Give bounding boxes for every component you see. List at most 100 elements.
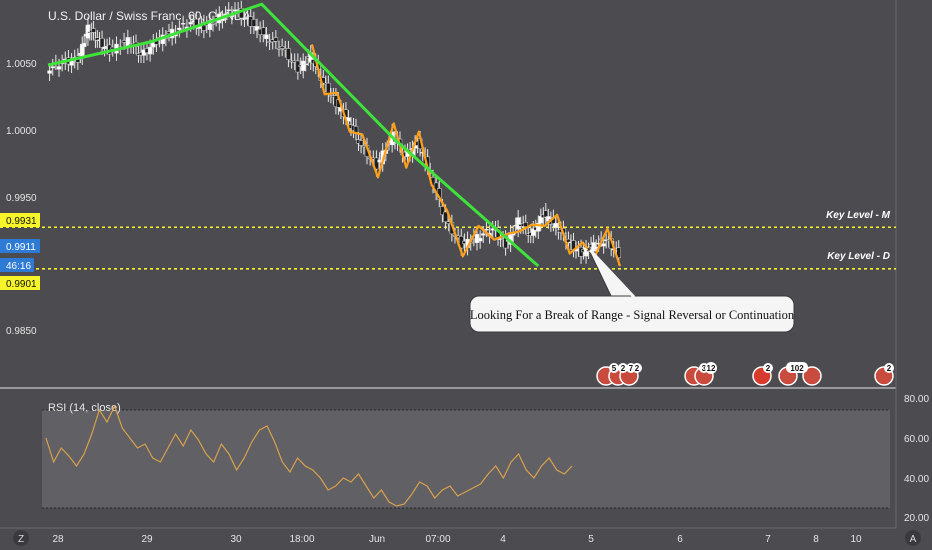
event-badge-2: 2 [621, 364, 626, 373]
candle-body [484, 228, 489, 231]
candle-body [264, 34, 269, 40]
rsi-tick-40: 40.00 [904, 474, 929, 485]
candle-body [56, 66, 62, 70]
candle-body [102, 46, 107, 50]
candle-body [553, 222, 559, 229]
current-price-tag [0, 239, 40, 253]
time-tick-28: 28 [52, 534, 64, 545]
candle-body [261, 27, 266, 35]
event-flag-us-2[interactable]: 3 12 [684, 362, 717, 386]
candle-body [91, 28, 96, 33]
candle-body [358, 140, 364, 146]
time-tick-8: 8 [813, 534, 819, 545]
candle-body [251, 19, 257, 27]
candle-body [50, 66, 55, 69]
candle-body [188, 21, 193, 25]
price-tick-4: 0.9850 [6, 326, 37, 337]
candle-body [538, 215, 544, 224]
candle-body [303, 63, 308, 65]
candle-body [440, 206, 445, 216]
candle-body [47, 70, 52, 74]
key-d-price-tag-text: 0.9901 [6, 279, 37, 290]
candle-body [279, 46, 285, 49]
key-m-price-tag [0, 213, 40, 227]
chart-title: U.S. Dollar / Swiss Franc, 60, OANDA [48, 9, 251, 23]
event-flag-ch[interactable]: 2 [752, 363, 773, 386]
orange-pattern-zigzag [310, 44, 622, 267]
green-trendline[interactable] [47, 2, 540, 268]
candle-body [300, 60, 306, 71]
current-price-tag-text: 0.9911 [6, 242, 36, 253]
candle-body [226, 9, 231, 11]
rsi-band [42, 410, 890, 508]
candle-body [177, 27, 182, 31]
candle-body [286, 48, 291, 60]
event-flag-us-4[interactable]: 2 [874, 363, 894, 386]
candle-body [374, 157, 379, 170]
candle-body [477, 237, 483, 242]
candle-body [99, 37, 105, 48]
time-tick-5: 5 [588, 534, 594, 545]
candle-body [273, 37, 279, 42]
event-badge-3: 7 [629, 364, 634, 373]
event-badge-7: 2 [766, 364, 771, 373]
price-pane[interactable]: U.S. Dollar / Swiss Franc, 60, OANDA Key… [0, 0, 897, 529]
candle-body [536, 222, 541, 232]
candle-body [180, 23, 186, 25]
time-tick-4: 4 [500, 534, 506, 545]
rsi-tick-20: 20.00 [904, 513, 929, 524]
time-tick-1800: 18:00 [289, 534, 314, 545]
time-tick-7: 7 [765, 534, 771, 545]
price-tick-3: 0.9950 [6, 193, 37, 204]
callout-pointer-fill [588, 248, 636, 299]
event-badge-1: 5 [612, 364, 617, 373]
callout-text: Looking For a Break of Range - Signal Re… [470, 308, 795, 322]
key-level-d-label: Key Level - D [827, 251, 890, 262]
key-level-m-label: Key Level - M [826, 210, 891, 221]
rsi-pane[interactable]: RSI (14, close) 80.00 60.00 40.00 20.00 [42, 394, 929, 524]
key-d-price-tag [0, 276, 40, 290]
event-badge-6: 12 [707, 364, 716, 373]
candle-body [515, 217, 521, 230]
timezone-toggle-text: Z [18, 534, 24, 545]
rsi-tick-80: 80.00 [904, 394, 929, 405]
candle-body [121, 40, 127, 43]
time-tick-10: 10 [850, 534, 862, 545]
price-tick-2: 1.0000 [6, 126, 37, 137]
callout-annotation[interactable]: Looking For a Break of Range - Signal Re… [469, 247, 795, 333]
price-tick-1: 1.0050 [6, 59, 37, 70]
time-tick-0700: 07:00 [425, 534, 450, 545]
candle-body [481, 233, 486, 236]
time-axis[interactable]: 28 29 30 18:00 Jun 07:00 4 5 6 7 8 10 Z … [13, 530, 921, 546]
candle-body [443, 211, 448, 222]
event-badge-5: 3 [702, 364, 707, 373]
time-tick-30: 30 [230, 534, 242, 545]
rsi-line[interactable] [45, 404, 573, 507]
candle-body [531, 228, 536, 236]
countdown-tag-text: 46:16 [6, 261, 31, 272]
price-axis[interactable]: 1.0050 1.0000 0.9950 0.9850 0.9931 0.991… [0, 59, 40, 337]
event-flag-us-3[interactable]: 102 [778, 362, 822, 386]
auto-scale-toggle-text: A [910, 534, 917, 545]
countdown-tag [0, 258, 34, 272]
candle-body [616, 247, 621, 258]
economic-events[interactable]: 5 2 7 2 3 12 2 [596, 362, 894, 386]
auto-scale-toggle-icon[interactable] [905, 530, 921, 546]
key-m-price-tag-text: 0.9931 [6, 216, 37, 227]
candle-body [147, 46, 153, 55]
candle-body [543, 210, 549, 218]
candle-body [210, 23, 216, 25]
time-tick-6: 6 [677, 534, 683, 545]
event-badge-9: 2 [887, 364, 892, 373]
event-flag-us[interactable]: 5 2 7 2 [596, 363, 642, 386]
event-badge-8: 102 [790, 364, 804, 373]
timezone-toggle-icon[interactable] [13, 530, 29, 546]
rsi-label: RSI (14, close) [48, 402, 121, 414]
time-tick-29: 29 [141, 534, 153, 545]
candle-body [81, 42, 87, 48]
orange-pattern-line [310, 44, 622, 267]
time-tick-jun: Jun [369, 534, 385, 545]
event-badge-4: 2 [635, 364, 640, 373]
candle-body [601, 243, 606, 247]
